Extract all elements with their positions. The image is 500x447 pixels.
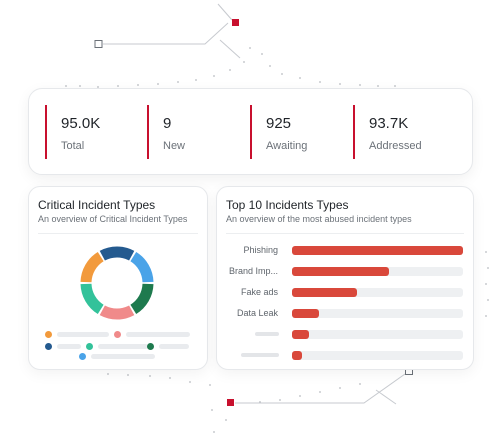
legend-swatch [45, 343, 52, 350]
bar-label: Data Leak [236, 308, 278, 318]
panel-subtitle: An overview of Critical Incident Types [38, 214, 188, 224]
bar-fill [292, 288, 357, 297]
donut-chart[interactable] [79, 245, 155, 321]
legend-label-placeholder [159, 344, 189, 349]
critical-incident-types-panel: Critical Incident Types An overview of C… [28, 186, 208, 370]
donut-segment[interactable] [80, 283, 104, 315]
panel-title: Critical Incident Types [38, 198, 156, 212]
bar-label: Fake ads [240, 287, 278, 297]
divider [226, 233, 464, 234]
donut-segment[interactable] [99, 305, 135, 320]
donut-segment[interactable] [80, 251, 104, 283]
legend-swatch [147, 343, 154, 350]
stats-card: 95.0K Total 9 New 925 Awaiting 93.7K Add… [28, 88, 473, 175]
stat-value: 95.0K [61, 115, 101, 132]
stat-awaiting[interactable]: 925 Awaiting [250, 105, 307, 159]
legend-label-placeholder [57, 332, 109, 337]
legend-swatch [45, 331, 52, 338]
bar-label: Phishing [243, 245, 278, 255]
panel-subtitle: An overview of the most abused incident … [226, 214, 412, 224]
legend-swatch [86, 343, 93, 350]
stat-value: 93.7K [369, 115, 409, 132]
legend-swatch [114, 331, 121, 338]
stat-total[interactable]: 95.0K Total [45, 105, 100, 159]
bar-track[interactable] [292, 309, 463, 318]
bar-fill [292, 330, 310, 339]
bar-label-placeholder [241, 353, 279, 357]
legend-swatch [79, 353, 86, 360]
legend-label-placeholder [126, 332, 190, 337]
bar-fill [292, 246, 463, 255]
bar-track[interactable] [292, 288, 463, 297]
divider [38, 233, 198, 234]
legend-label-placeholder [57, 344, 81, 349]
bar-track[interactable] [292, 246, 463, 255]
bar-track[interactable] [292, 330, 463, 339]
donut-segment[interactable] [130, 283, 154, 315]
bar-label: Brand Imp... [228, 266, 278, 276]
stat-value: 925 [266, 115, 292, 132]
bar-fill [292, 267, 390, 276]
stat-label: New [163, 140, 186, 152]
bar-track[interactable] [292, 267, 463, 276]
stat-addressed[interactable]: 93.7K Addressed [353, 105, 422, 159]
panel-title: Top 10 Incidents Types [226, 198, 349, 212]
stat-new[interactable]: 9 New [147, 105, 185, 159]
bar-fill [292, 351, 303, 360]
bar-label-placeholder [255, 332, 279, 336]
legend-label-placeholder [98, 344, 148, 349]
top-10-incidents-panel: Top 10 Incidents Types An overview of th… [216, 186, 474, 370]
bar-fill [292, 309, 320, 318]
stat-value: 9 [163, 115, 172, 132]
stat-label: Awaiting [266, 140, 308, 152]
donut-segment[interactable] [99, 246, 135, 261]
stat-label: Total [61, 140, 85, 152]
donut-segment[interactable] [130, 251, 154, 283]
legend-label-placeholder [91, 354, 155, 359]
stat-label: Addressed [369, 140, 422, 152]
bar-track[interactable] [292, 351, 463, 360]
